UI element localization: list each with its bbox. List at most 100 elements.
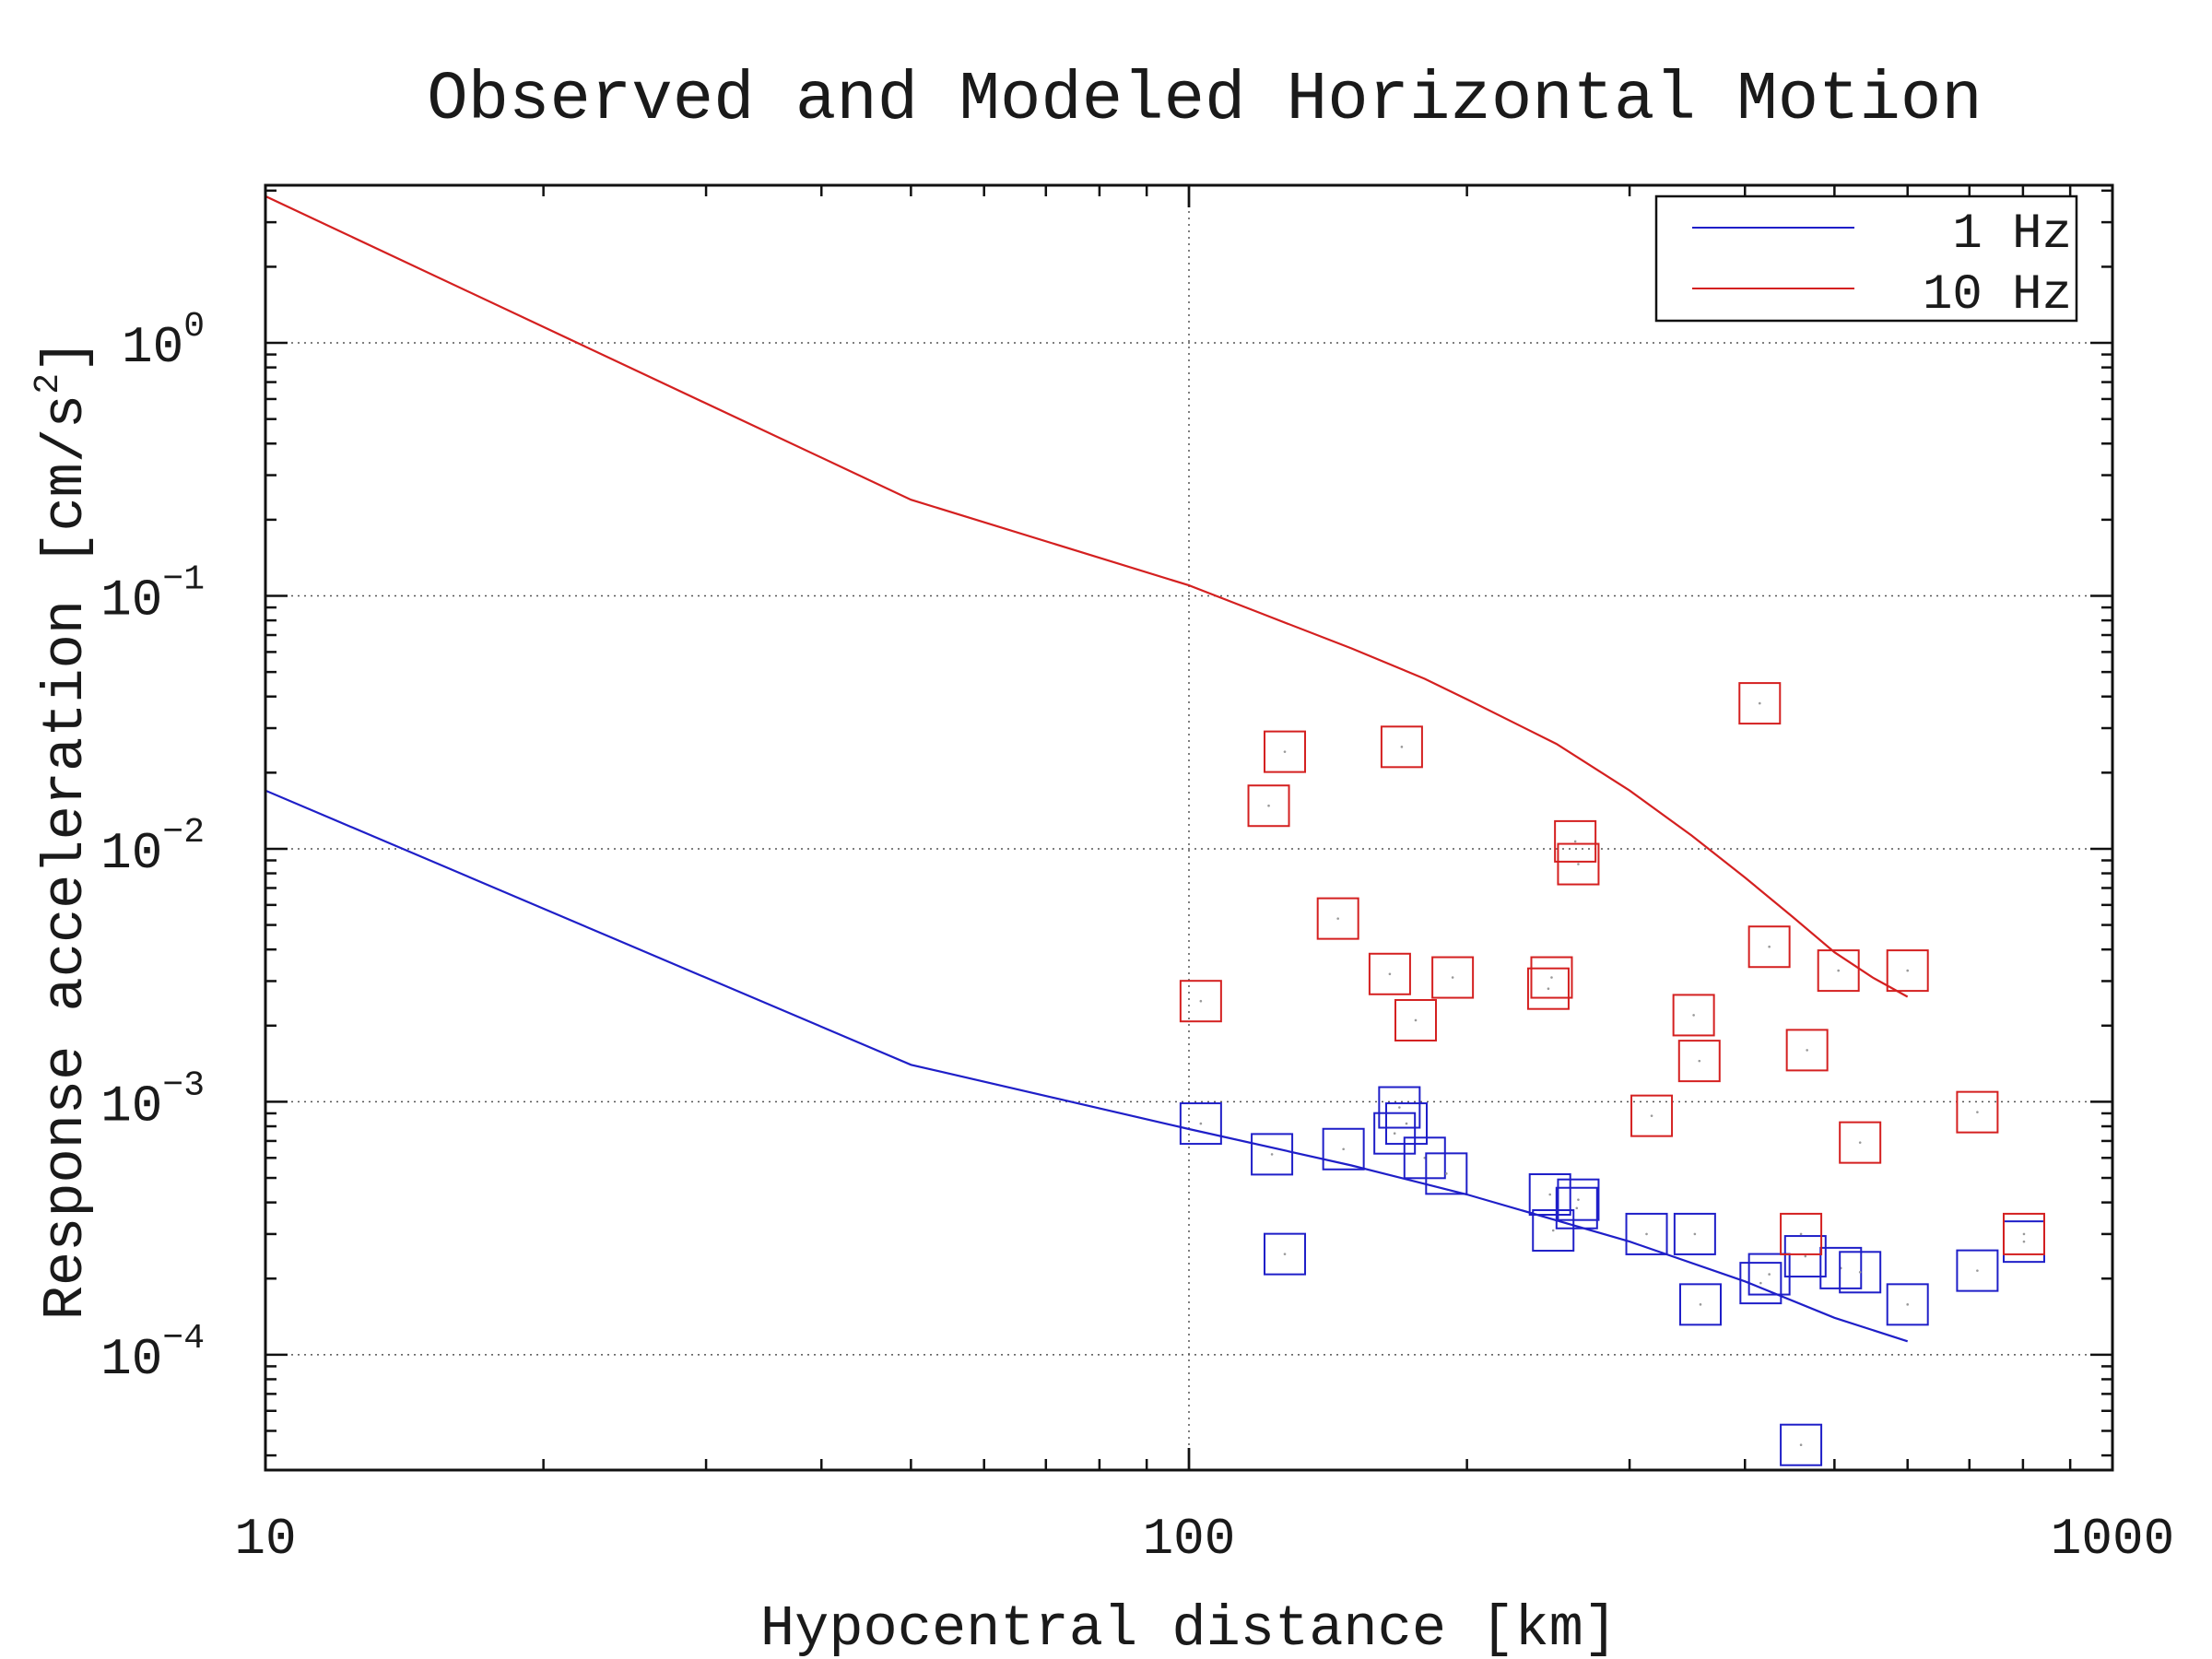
marker-center-dot xyxy=(1388,972,1392,976)
marker-center-dot xyxy=(1199,999,1203,1003)
legend-box xyxy=(1654,194,2078,323)
marker-center-dot xyxy=(1858,1271,1862,1274)
marker-center-dot xyxy=(1400,746,1404,748)
x-tick-label: 1000 xyxy=(2051,1510,2174,1569)
marker-square xyxy=(1316,897,1359,940)
marker-square xyxy=(1247,784,1290,828)
marker-square xyxy=(1839,1121,1882,1164)
observed-point-10hz xyxy=(1530,956,1573,999)
marker-square xyxy=(1886,949,1929,993)
marker-square xyxy=(1677,1040,1721,1083)
marker-square xyxy=(1179,1102,1222,1146)
observed-point-10hz xyxy=(1747,925,1791,969)
observed-point-1hz xyxy=(1373,1112,1417,1155)
marker-center-dot xyxy=(1451,976,1454,979)
observed-point-1hz xyxy=(1678,1283,1722,1326)
marker-square xyxy=(1322,1127,1365,1171)
marker-center-dot xyxy=(1445,1172,1448,1175)
observed-point-10hz xyxy=(1817,949,1860,993)
observed-point-1hz xyxy=(1555,1186,1598,1230)
marker-square xyxy=(2002,1212,2045,1255)
observed-point-1hz xyxy=(1839,1251,1882,1294)
marker-square xyxy=(1368,952,1411,995)
marker-center-dot xyxy=(1804,1254,1807,1258)
marker-center-dot xyxy=(2022,1232,2026,1236)
observed-point-1hz xyxy=(1384,1102,1428,1146)
observed-point-10hz xyxy=(1526,967,1570,1010)
observed-point-10hz xyxy=(1368,952,1411,995)
marker-center-dot xyxy=(1799,1232,1803,1236)
marker-square xyxy=(1554,819,1597,863)
y-tick-label: 10−1 xyxy=(100,560,205,630)
marker-square xyxy=(1555,1186,1598,1230)
marker-center-dot xyxy=(1283,750,1287,753)
marker-square xyxy=(1780,1423,1823,1466)
y-tick-label: 10−2 xyxy=(100,813,205,883)
marker-square xyxy=(1630,1094,1674,1137)
marker-square xyxy=(1179,980,1222,1023)
observed-point-10hz xyxy=(1672,994,1715,1037)
marker-center-dot xyxy=(1858,1141,1862,1144)
marker-center-dot xyxy=(1758,701,1761,705)
observed-point-10hz xyxy=(1264,730,1307,773)
marker-square xyxy=(1747,1253,1791,1296)
y-tick-label: 100 xyxy=(122,307,205,377)
y-tick-exponent: 0 xyxy=(183,307,205,347)
legend: 1 Hz 10 Hz xyxy=(1654,194,2078,324)
observed-point-10hz xyxy=(1431,956,1475,999)
marker-square xyxy=(1783,1235,1827,1278)
observed-point-1hz xyxy=(1264,1232,1307,1276)
model-line-1hz xyxy=(265,789,1909,1343)
y-tick-base: 10 xyxy=(100,824,162,883)
observed-point-1hz xyxy=(1251,1133,1294,1176)
observed-point-1hz xyxy=(1956,1249,1999,1292)
marker-square xyxy=(1780,1212,1823,1255)
observed-point-1hz xyxy=(1532,1209,1575,1253)
observed-point-10hz xyxy=(1316,897,1359,940)
observed-point-1hz xyxy=(1819,1246,1863,1289)
marker-center-dot xyxy=(1548,1193,1552,1196)
marker-square xyxy=(1373,1112,1417,1155)
observed-point-1hz xyxy=(1673,1212,1716,1255)
marker-center-dot xyxy=(1405,1122,1408,1125)
marker-square xyxy=(1526,967,1570,1010)
marker-square xyxy=(1739,1262,1783,1305)
y-axis-label: Response acceleration [cm/s2] xyxy=(29,339,99,1321)
marker-center-dot xyxy=(1550,976,1553,979)
marker-center-dot xyxy=(1906,969,1910,972)
marker-square xyxy=(1785,1029,1829,1072)
marker-square xyxy=(1557,1178,1600,1221)
observed-point-10hz xyxy=(1380,725,1423,769)
y-tick-exponent: −4 xyxy=(162,1319,205,1359)
model-lines xyxy=(265,194,1909,1343)
marker-square xyxy=(1251,1133,1294,1176)
observed-point-10hz xyxy=(1839,1121,1882,1164)
marker-square xyxy=(1886,1283,1929,1326)
marker-center-dot xyxy=(1199,1122,1203,1125)
y-tick-base: 10 xyxy=(122,318,183,377)
observed-point-1hz xyxy=(1557,1178,1600,1221)
marker-center-dot xyxy=(1398,1106,1401,1109)
grid xyxy=(265,185,2112,1470)
observed-point-1hz xyxy=(1780,1423,1823,1466)
marker-center-dot xyxy=(1645,1232,1648,1236)
observed-point-10hz xyxy=(1247,784,1290,828)
marker-center-dot xyxy=(1414,1018,1418,1022)
marker-square xyxy=(1528,1173,1571,1217)
marker-center-dot xyxy=(1692,1014,1695,1017)
observed-point-10hz xyxy=(1738,682,1782,725)
marker-square xyxy=(1425,1152,1468,1195)
observed-point-1hz xyxy=(1783,1235,1827,1278)
axis-ticks xyxy=(264,185,2114,1470)
legend-label-10hz: 10 Hz xyxy=(1923,267,2072,324)
marker-square xyxy=(1747,925,1791,969)
observed-point-1hz xyxy=(2002,1220,2045,1264)
x-tick-label: 100 xyxy=(1143,1510,1236,1569)
observed-point-1hz xyxy=(1747,1253,1791,1296)
marker-center-dot xyxy=(1577,1198,1580,1201)
marker-center-dot xyxy=(1342,1147,1345,1151)
marker-center-dot xyxy=(1698,1059,1701,1063)
marker-square xyxy=(1956,1090,1999,1134)
